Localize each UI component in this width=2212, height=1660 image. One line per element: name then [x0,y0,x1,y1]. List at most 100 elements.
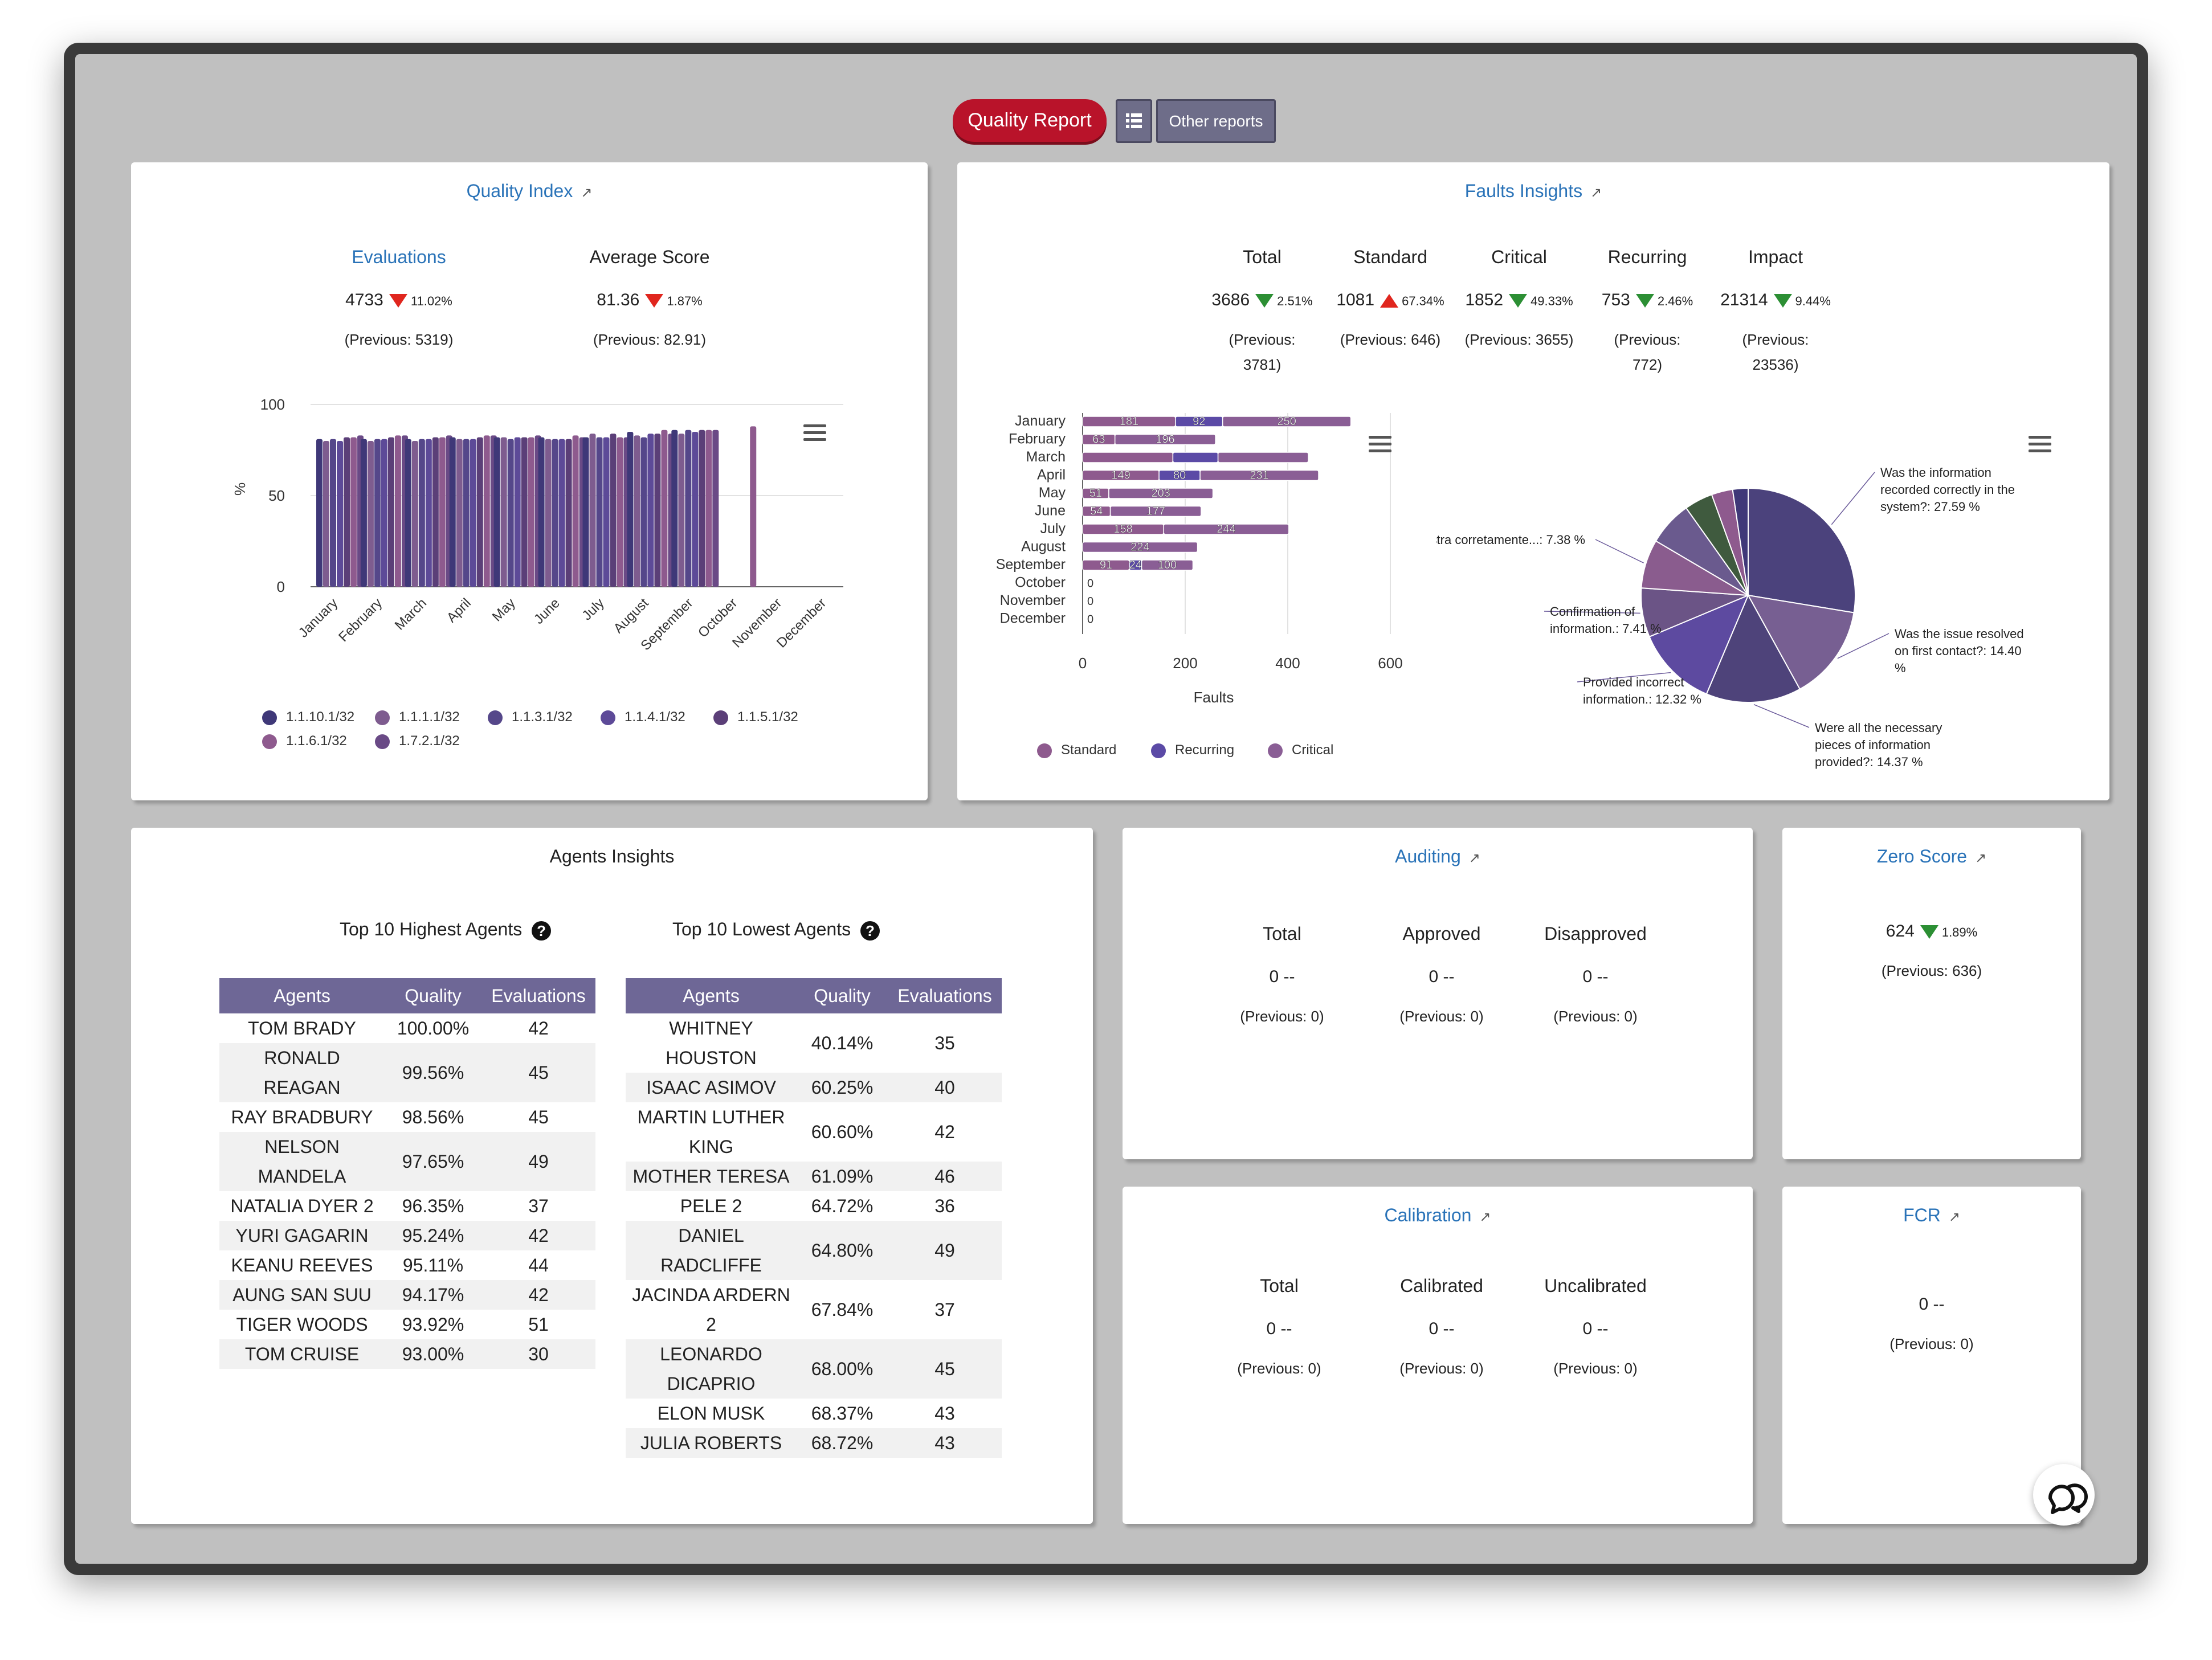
quality-index-link[interactable]: Quality Index [466,181,573,201]
fcr-title[interactable]: FCR ↗ [1782,1205,2081,1226]
data-label: 177 [1146,505,1165,518]
external-link-icon[interactable]: ↗ [581,185,593,201]
quality-column-header[interactable]: Quality [797,978,888,1013]
y-tick-label: July [1040,521,1066,537]
zero-score-link[interactable]: Zero Score [1876,846,1968,866]
table-row: ELON MUSK 68.37% 43 [626,1399,1002,1428]
y-tick-label: October [1015,575,1066,591]
legend-label: 1.1.3.1/32 [512,709,573,725]
external-link-icon[interactable]: ↗ [1948,1209,1960,1225]
bar [344,437,350,587]
legend-item[interactable]: 1.1.3.1/32 [488,709,573,725]
bar [493,437,500,587]
bar [432,437,439,587]
evaluations-stat: Evaluations 4733 11.02% (Previous: 5319) [313,247,484,352]
faults-stat-previous: (Previous: 646) [1340,331,1441,348]
legend-label: 1.1.4.1/32 [625,709,685,725]
external-link-icon[interactable]: ↗ [1590,185,1602,201]
auditing-approved-value: 0 -- [1429,967,1455,986]
evaluations-column-header[interactable]: Evaluations [481,978,595,1013]
evaluations-cell: 49 [888,1221,1002,1280]
auditing-link[interactable]: Auditing [1395,846,1461,866]
legend-marker [488,710,503,725]
x-tick-label: May [489,595,519,624]
calibration-total-previous: (Previous: 0) [1237,1360,1321,1377]
list-view-button[interactable] [1116,99,1152,143]
legend-item[interactable]: Recurring [1151,742,1234,758]
calibration-total-value: 0 -- [1266,1319,1292,1338]
agent-name-cell: ELON MUSK [657,1403,765,1424]
legend-item[interactable]: 1.7.2.1/32 [375,733,460,749]
y-tick-label: March [1026,449,1066,465]
auditing-title[interactable]: Auditing ↗ [1123,846,1753,867]
evaluations-cell: 35 [934,1033,955,1053]
bar [572,435,579,587]
zero-score-title[interactable]: Zero Score ↗ [1782,846,2081,867]
quality-cell: 61.09% [797,1162,888,1191]
legend-item[interactable]: 1.1.6.1/32 [262,733,347,749]
evaluations-cell: 51 [528,1314,549,1335]
agents-insights-card: Agents Insights Top 10 Highest Agents ? … [131,828,1093,1524]
external-link-icon[interactable]: ↗ [1468,851,1480,866]
pie-connector [1831,472,1875,525]
y-tick-label: February [1009,431,1066,447]
pie-label: Were all the necessary pieces of informat… [1815,721,1942,769]
evaluations-label[interactable]: Evaluations [352,247,446,267]
legend-item[interactable]: 1.1.1.1/32 [375,709,460,725]
evaluations-column-header[interactable]: Evaluations [888,978,1002,1013]
legend-item[interactable]: 1.1.10.1/32 [262,709,354,725]
calibration-link[interactable]: Calibration [1384,1205,1472,1225]
data-label: 54 [1090,505,1103,518]
legend-marker [1268,743,1283,758]
quality-index-title[interactable]: Quality Index ↗ [131,181,928,202]
x-tick-label: August [611,595,652,636]
evaluations-cell: 42 [481,1280,595,1310]
bar [316,439,323,587]
faults-insights-card: Faults Insights ↗ Total 3686 2.51% (Previous… [957,162,2109,800]
legend-item[interactable]: 1.1.4.1/32 [601,709,685,725]
agents-column-header[interactable]: Agents [219,978,385,1013]
pie-slice [1732,487,1749,596]
faults-insights-title[interactable]: Faults Insights ↗ [957,181,2109,202]
hamburger-menu-icon[interactable] [1369,436,1391,453]
external-link-icon[interactable]: ↗ [1479,1209,1491,1225]
bar-segment [1114,434,1216,445]
legend-item[interactable]: 1.1.5.1/32 [713,709,798,725]
hamburger-menu-icon[interactable] [2029,436,2051,453]
bar-segment [1163,524,1289,535]
calibration-title[interactable]: Calibration ↗ [1123,1205,1753,1226]
pie-label: Was the information recorded correctly in… [1880,465,2015,514]
bar [634,435,640,587]
decrease-arrow-icon [1255,294,1274,308]
zero-score-previous: (Previous: 636) [1881,962,1982,979]
legend-item[interactable]: Critical [1268,742,1333,758]
agent-name-cell: TOM BRADY [248,1018,356,1038]
y-tick-label: August [1021,539,1066,555]
help-icon[interactable]: ? [860,921,880,941]
agent-name-cell: PELE 2 [680,1196,742,1216]
calibration-uncalibrated-previous: (Previous: 0) [1553,1360,1638,1377]
quality-report-button[interactable]: Quality Report [953,99,1107,142]
average-score-stat: Average Score 81.36 1.87% (Previous: 82.9… [553,247,746,352]
agents-column-header[interactable]: Agents [626,978,797,1013]
hamburger-menu-icon[interactable] [803,424,826,441]
bar [699,430,705,587]
table-row: LEONARDO DICAPRIO 68.00% 45 [626,1339,1002,1399]
bar [565,439,572,587]
chat-support-button[interactable] [2033,1464,2095,1526]
help-icon[interactable]: ? [532,921,552,941]
fcr-link[interactable]: FCR [1903,1205,1941,1225]
faults-stat-label: Critical [1491,247,1547,267]
legend-item[interactable]: Standard [1037,742,1116,758]
dashboard-screen: Quality Report Other reports Quality Ind… [75,54,2137,1564]
table-row: ISAAC ASIMOV 60.25% 40 [626,1073,1002,1102]
bar [705,430,712,587]
lowest-agents-table: Agents Quality Evaluations WHITNEY HOUST… [626,978,1002,1458]
other-reports-button[interactable]: Other reports [1156,99,1276,143]
quality-column-header[interactable]: Quality [385,978,481,1013]
x-tick-label: February [336,595,385,645]
external-link-icon[interactable]: ↗ [1975,851,1987,866]
faults-insights-link[interactable]: Faults Insights [1464,181,1583,201]
agent-name-cell: NATALIA DYER 2 [230,1196,374,1216]
auditing-disapproved-previous: (Previous: 0) [1553,1008,1638,1025]
